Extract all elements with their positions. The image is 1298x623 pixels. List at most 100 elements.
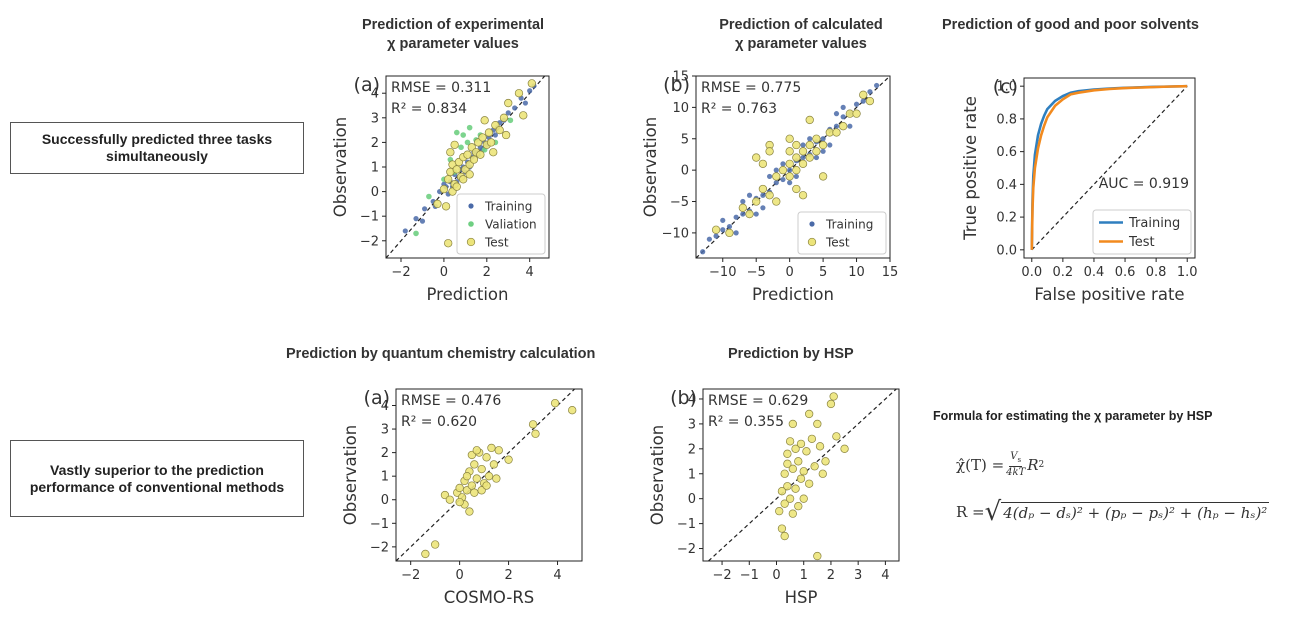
- y-tick-label: 0.2: [996, 211, 1017, 226]
- x-tick-label: 0.0: [1021, 265, 1042, 280]
- x-tick-label: 0.4: [1084, 265, 1105, 280]
- scatter-point-test: [758, 184, 768, 194]
- y-tick-label: 0: [681, 164, 689, 179]
- scatter-point-test: [482, 481, 491, 490]
- scatter-point-test: [780, 531, 789, 541]
- x-tick-label: 0: [455, 568, 463, 583]
- scatter-point-training: [419, 218, 426, 224]
- scatter-point-test: [821, 457, 830, 466]
- scatter-point-test: [813, 551, 822, 561]
- legend-box: [456, 193, 546, 255]
- y-tick-label: 4: [371, 87, 379, 102]
- panel-label: (b): [663, 74, 690, 96]
- scatter-point-test: [792, 165, 801, 175]
- scatter-point-training: [807, 136, 813, 142]
- scatter-point-test: [452, 165, 461, 174]
- y-tick-label: 1.0: [996, 80, 1017, 95]
- x-tick-label: 0.8: [1146, 265, 1167, 280]
- summary-text-top: Successfully predicted three tasks simul…: [41, 131, 273, 164]
- formula-chi-r: R: [1027, 455, 1039, 474]
- scatter-point-test: [839, 122, 848, 131]
- scatter-point-test: [439, 184, 449, 194]
- x-tick-label: 3: [854, 568, 862, 583]
- auc-annotation: AUC = 0.919: [1099, 176, 1189, 192]
- y-tick-label: 3: [371, 111, 379, 126]
- scatter-point-test: [765, 191, 774, 200]
- scatter-point-test: [791, 484, 800, 493]
- scatter-point-training: [706, 236, 712, 242]
- scatter-point-test: [832, 128, 841, 137]
- scatter-point-test: [826, 399, 836, 409]
- scatter-point-test: [813, 419, 822, 429]
- scatter-point-test: [484, 472, 494, 481]
- heading-hsp: Prediction by HSP: [728, 346, 854, 362]
- scatter-point-test: [444, 175, 453, 184]
- scatter-point-training: [840, 114, 846, 120]
- scatter-point-training: [773, 180, 779, 186]
- scatter-point-test: [785, 147, 794, 156]
- y-tick-label: 5: [681, 132, 689, 147]
- chart-cosmo-rs: −2 0 2 4 −2 −1 0 1 2 3 4 COSMO-RS Observation(a) RMSE…: [341, 387, 583, 607]
- x-tick-label: 15: [882, 265, 899, 280]
- scatter-point-test: [832, 432, 841, 441]
- scatter-point-training: [780, 176, 786, 183]
- panel-label: (b): [670, 387, 697, 409]
- scatter-point-test: [792, 140, 801, 150]
- x-tick-label: −2: [391, 265, 410, 280]
- heading-solvents: Prediction of good and poor solvents: [942, 17, 1199, 33]
- y-tick-label: 1: [371, 161, 379, 176]
- scatter-point-training: [720, 227, 726, 233]
- panel-label: (a): [354, 74, 380, 96]
- sqrt-symbol: √: [984, 497, 1002, 527]
- y-tick-label: 2: [371, 136, 379, 151]
- y-tick-label: −10: [662, 226, 689, 241]
- formula-r-body: 4(dₚ − dₛ)² + (pₚ − pₛ)² + (hₚ − hₛ)²: [1001, 502, 1270, 522]
- scatter-point-training: [527, 88, 533, 94]
- chart-roc-solvents: 0.0 0.2 0.4 0.6 0.8 1.0 0.0 0.2 0.4 0.6 0.8 1.0 Fals…: [961, 76, 1198, 304]
- scatter-point-valiation: [507, 117, 514, 124]
- scatter-point-test: [794, 502, 803, 511]
- scatter-point-training: [840, 104, 846, 110]
- scatter-point-training: [726, 224, 733, 230]
- scatter-point-test: [492, 474, 501, 483]
- chart-experimental-chi: −2 0 2 4 −2 −1 0 1 2 3 4 Prediction Observation (a) RM…: [331, 74, 550, 304]
- formula-chi-numerator: V: [1010, 451, 1018, 462]
- scatter-point-training: [512, 105, 518, 111]
- scatter-point-valiation: [426, 193, 432, 200]
- scatter-point-test: [514, 89, 524, 98]
- scatter-point-test: [788, 419, 797, 429]
- scatter-point-valiation: [458, 144, 464, 151]
- y-tick-label: 0: [688, 492, 696, 507]
- scatter-point-training: [800, 142, 806, 148]
- x-axis-label: HSP: [785, 588, 818, 607]
- y-axis-label: Observation: [648, 425, 667, 525]
- scatter-point-test: [450, 140, 459, 150]
- scatter-point-test: [778, 165, 788, 175]
- scatter-point-test: [459, 175, 468, 184]
- heading-calculated: Prediction of calculated χ parameter val…: [690, 16, 912, 54]
- scatter-point-training: [780, 161, 786, 167]
- scatter-point-test: [775, 506, 784, 516]
- scatter-point-test: [487, 443, 496, 453]
- scatter-point-training: [422, 206, 428, 212]
- scatter-point-test: [798, 147, 808, 156]
- scatter-point-test: [494, 446, 503, 455]
- series-group: [775, 392, 849, 561]
- y-tick-label: 0: [381, 493, 389, 508]
- scatter-point-test: [486, 138, 496, 147]
- x-tick-label: −2: [712, 568, 731, 583]
- scatter-point-test: [482, 453, 491, 462]
- scatter-point-training: [787, 180, 793, 186]
- diagonal-line: [396, 389, 576, 561]
- x-tick-label: 5: [819, 265, 827, 280]
- scatter-point-test: [431, 540, 440, 549]
- heading-quantum-chemistry: Prediction by quantum chemistry calculat…: [286, 346, 596, 362]
- scatter-point-test: [501, 130, 511, 140]
- scatter-point-training: [413, 216, 419, 222]
- x-tick-label: 4: [881, 568, 889, 583]
- scatter-point-test: [470, 460, 479, 469]
- scatter-point-test: [805, 140, 814, 150]
- scatter-point-valiation: [466, 124, 473, 131]
- scatter-point-test: [798, 159, 808, 169]
